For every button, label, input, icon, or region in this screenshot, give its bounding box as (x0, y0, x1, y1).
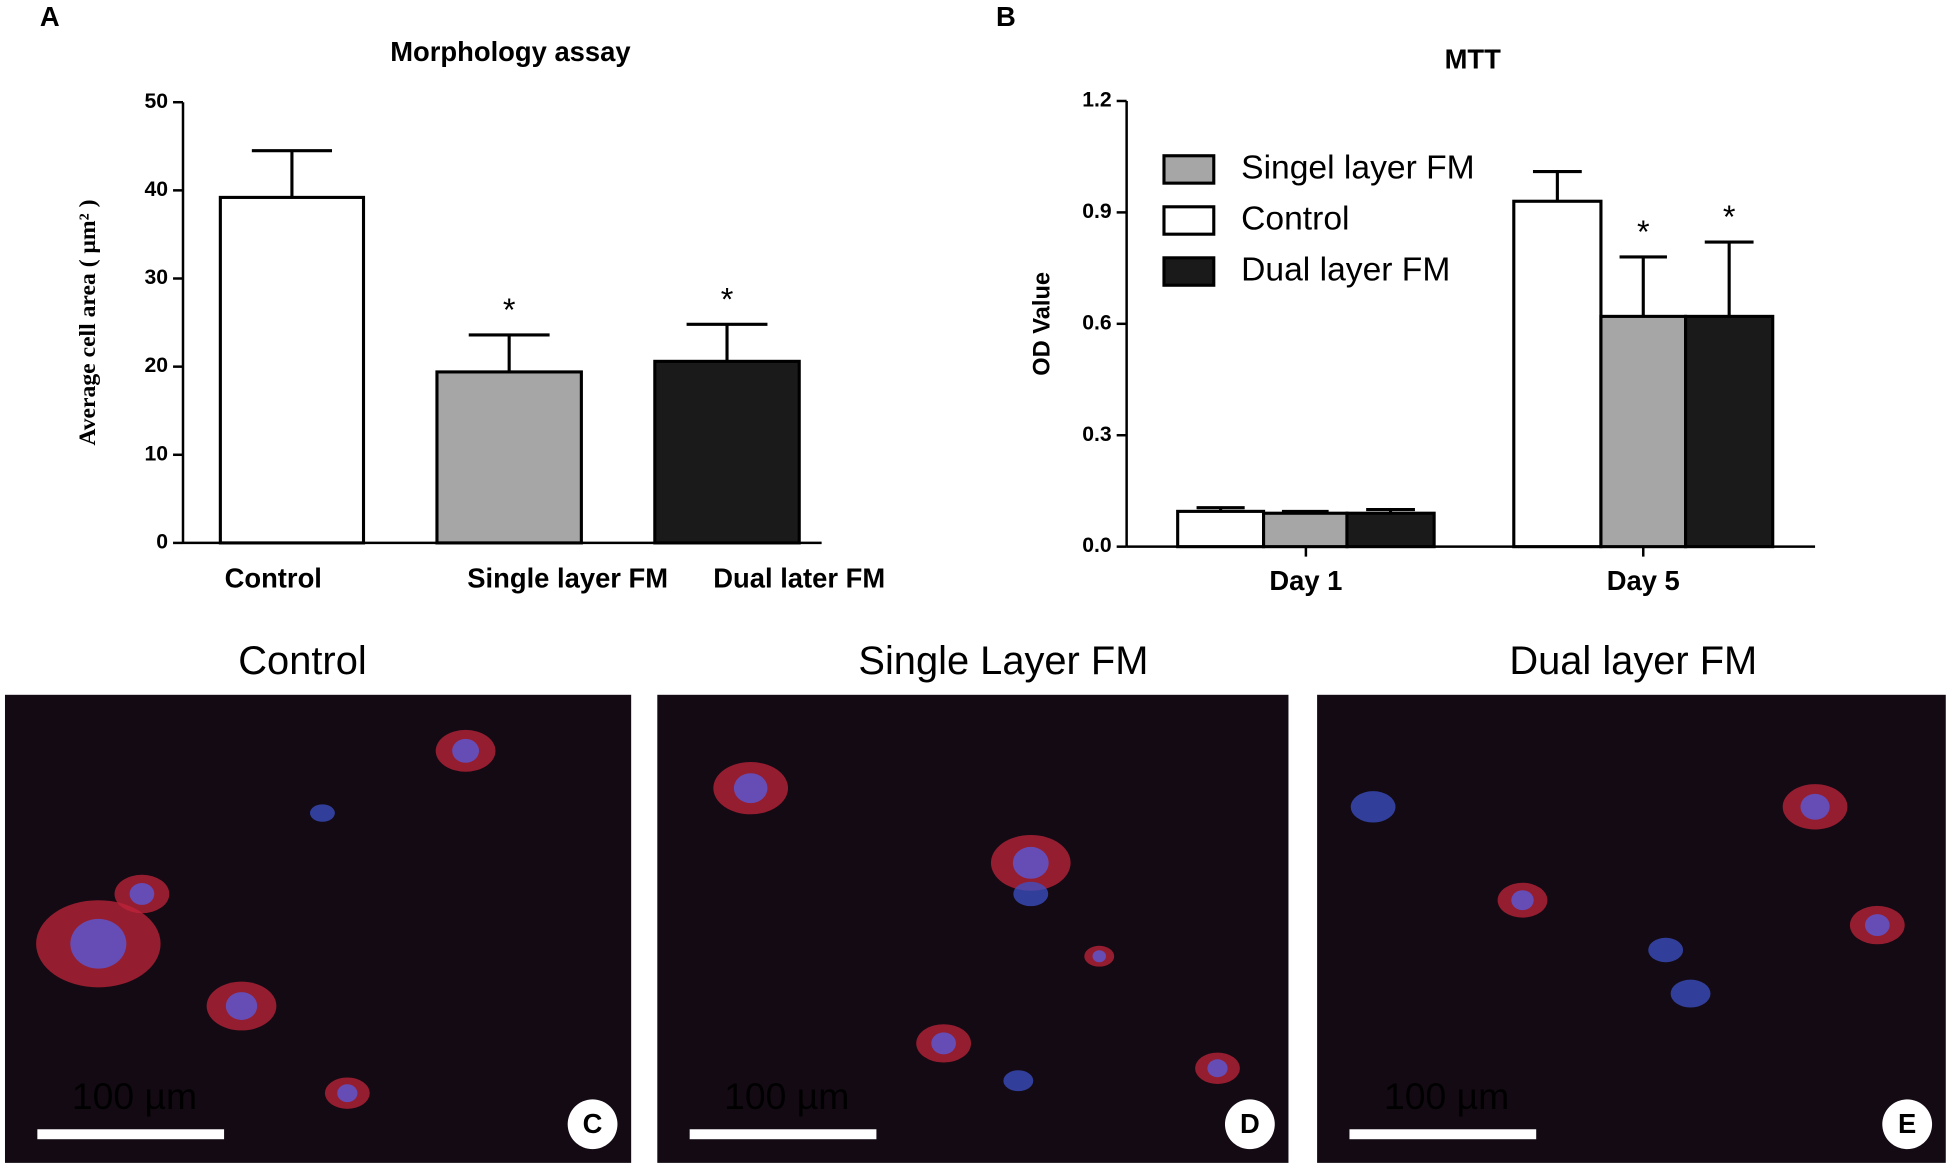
image-title: Single Layer FM (858, 639, 1148, 683)
cell (1003, 1070, 1034, 1092)
nucleus (452, 738, 480, 763)
nucleus (1012, 846, 1049, 879)
panel-letter: E (1898, 1108, 1916, 1139)
nucleus (129, 883, 155, 905)
micrograph (1317, 694, 1946, 1163)
x-tick-label: Control (225, 562, 322, 593)
x-tick-label: Single layer FM (467, 562, 668, 593)
cell (1670, 979, 1711, 1008)
y-tick-label: 40 (145, 178, 169, 201)
nucleus (1092, 950, 1106, 963)
legend-label: Control (1241, 200, 1349, 237)
y-tick-label: 30 (145, 266, 169, 289)
bar (1599, 314, 1688, 549)
y-tick-label: 10 (145, 442, 169, 465)
scale-label: 100 µm (1384, 1075, 1509, 1117)
y-tick-label: 20 (145, 354, 169, 377)
nucleus (1864, 914, 1890, 937)
nucleus (1800, 793, 1830, 820)
image-title: Dual layer FM (1509, 639, 1757, 683)
y-tick-label: 1.2 (1082, 89, 1111, 112)
legend-swatch (1162, 205, 1216, 236)
y-tick-label: 0.6 (1082, 311, 1111, 334)
image-title: Control (238, 639, 366, 683)
scale-bar (37, 1129, 225, 1140)
bar (435, 370, 583, 545)
significance-mark: * (503, 292, 516, 328)
y-tick-label: 0 (156, 531, 168, 554)
x-tick-label: Day 1 (1269, 565, 1342, 596)
nucleus (733, 773, 768, 804)
legend-swatch (1162, 154, 1216, 185)
scale-label: 100 µm (72, 1075, 197, 1117)
nucleus (70, 918, 127, 969)
x-tick-label: Dual later FM (713, 562, 885, 593)
y-tick-label: 0.0 (1082, 534, 1111, 557)
bar (1176, 509, 1266, 549)
cell (1648, 937, 1684, 963)
nucleus (1207, 1059, 1228, 1078)
significance-mark: * (1637, 214, 1650, 250)
nucleus (225, 992, 258, 1020)
bar (653, 359, 801, 545)
panel-label: B (996, 1, 1016, 32)
legend-label: Dual layer FM (1241, 251, 1450, 288)
cell (309, 804, 335, 822)
nucleus (1511, 890, 1534, 911)
panel-badge (1224, 1099, 1275, 1150)
bar (1262, 511, 1349, 549)
panel-letter: C (583, 1108, 603, 1139)
panel-badge (567, 1099, 618, 1150)
legend-swatch (1162, 256, 1216, 287)
nucleus (337, 1084, 358, 1103)
x-tick-label: Day 5 (1607, 565, 1680, 596)
scale-label: 100 µm (724, 1075, 849, 1117)
chart-title: MTT (1445, 43, 1502, 74)
bar (1345, 511, 1436, 549)
panel-badge (1882, 1099, 1933, 1150)
nucleus (931, 1032, 956, 1055)
y-tick-label: 50 (145, 90, 169, 113)
scale-bar (1349, 1129, 1537, 1140)
y-tick-label: 0.3 (1082, 423, 1111, 446)
y-axis-label: OD Value (1029, 272, 1055, 376)
y-tick-label: 0.9 (1082, 200, 1111, 223)
legend-label: Singel layer FM (1241, 149, 1474, 186)
panel-letter: D (1240, 1108, 1260, 1139)
cell (1350, 791, 1396, 823)
bar (1512, 199, 1603, 549)
cell (1013, 881, 1049, 907)
scale-bar (689, 1129, 877, 1140)
significance-mark: * (1723, 199, 1736, 235)
bar (218, 195, 366, 545)
y-axis-label: Average cell area ( μm² ) (75, 200, 101, 446)
significance-mark: * (721, 281, 734, 317)
bar (1684, 314, 1775, 549)
chart-title: Morphology assay (390, 36, 631, 67)
panel-label: A (40, 1, 60, 32)
